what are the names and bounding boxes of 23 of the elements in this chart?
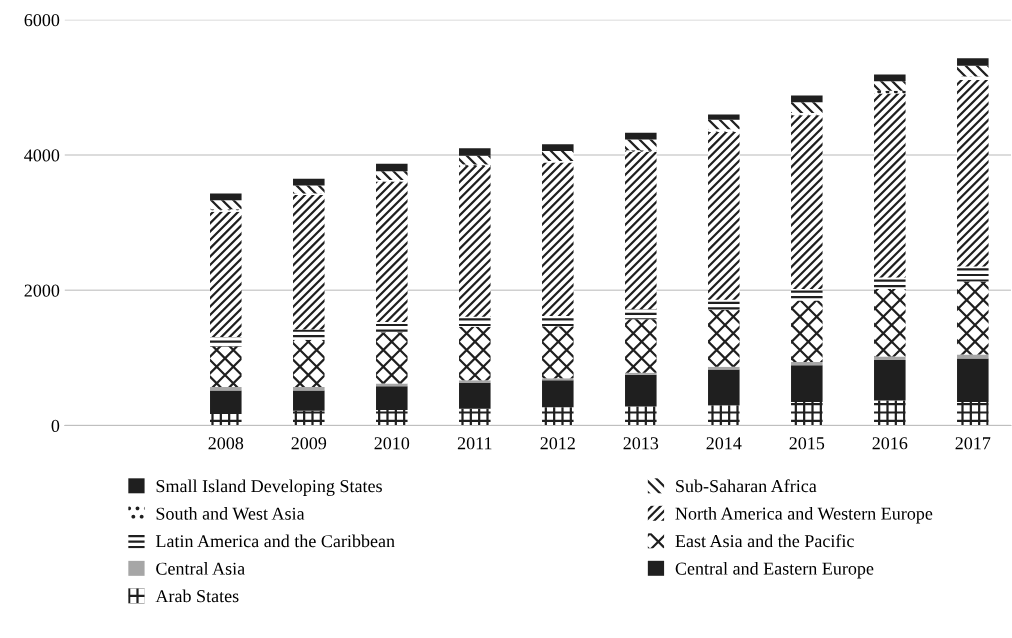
legend-label: Central and Eastern Europe xyxy=(675,562,874,579)
legend-label: Arab States xyxy=(155,589,239,603)
x-tick-label: 2015 xyxy=(789,437,825,450)
y-tick-label: 6000 xyxy=(24,14,60,27)
x-tick-label: 2010 xyxy=(374,437,410,450)
x-tick-label: 2014 xyxy=(706,437,742,450)
legend-label: East Asia and the Pacific xyxy=(675,534,854,548)
legend-label: South and West Asia xyxy=(156,507,305,520)
x-tick-label: 2012 xyxy=(540,437,575,450)
y-tick-label: 4000 xyxy=(24,149,60,162)
y-tick-label: 0 xyxy=(51,419,60,432)
legend-label: North America and Western Europe xyxy=(675,507,933,524)
x-tick-label: 2013 xyxy=(623,437,659,450)
legend-label: Small Island Developing States xyxy=(156,479,382,496)
y-tick-label: 2000 xyxy=(24,284,60,297)
legend-label: Sub-Saharan Africa xyxy=(676,479,817,493)
legend-label: Latin America and the Caribbean xyxy=(155,534,395,548)
legend-label: Central Asia xyxy=(156,562,245,575)
x-tick-label: 2009 xyxy=(291,437,327,450)
x-tick-label: 2017 xyxy=(955,437,991,450)
x-tick-label: 2011 xyxy=(457,437,492,450)
x-tick-label: 2016 xyxy=(872,437,908,450)
x-tick-label: 2008 xyxy=(208,437,244,450)
